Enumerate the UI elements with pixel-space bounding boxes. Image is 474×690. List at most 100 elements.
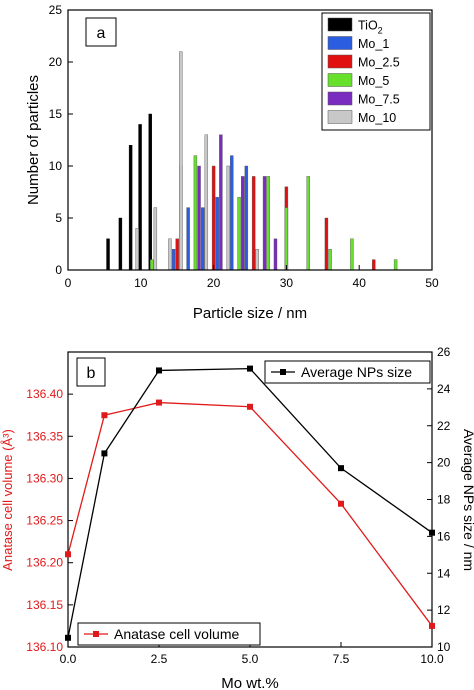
histogram-bar-6-5: [204, 134, 209, 271]
line-series-2-path: [67, 367, 433, 638]
panel-a-label: a: [97, 25, 106, 42]
histogram-y-ticks: 0 5 10 15 20 25: [49, 3, 73, 277]
histogram-bar-2-4: [215, 196, 219, 271]
histogram-legend-swatch-4: [327, 73, 353, 87]
line-right-y-tick-label-8: 26: [437, 345, 451, 359]
line-left-y-axis-label: Anatase cell volume (Å³): [0, 429, 15, 571]
histogram-bar-6-2: [153, 207, 158, 271]
histogram-y-tick-label-3: 15: [49, 107, 63, 121]
histogram-bar-1-1: [106, 238, 110, 271]
histogram-x-tick-label-3: 30: [280, 276, 294, 290]
line-panel-b: 0.0 2.5 5.0 7.5 10.0 136.10 136.15 136.20 136.2…: [0, 345, 474, 690]
line-left-y-tick-label-2: 136.20: [26, 556, 63, 570]
histogram-bar-4-9: [393, 259, 398, 271]
line-left-y-ticks: 136.10 136.15 136.20 136.25 136.30 136.35 136.…: [26, 387, 73, 654]
line-right-y-tick-label-4: 18: [437, 493, 451, 507]
histogram-bar-5-2: [197, 165, 201, 271]
line-right-y-tick-label-5: 20: [437, 456, 451, 470]
line-x-tick-label-2: 5.0: [242, 652, 259, 666]
line-series-2-marker-4: [247, 365, 253, 372]
histogram-legend-swatch-1: [327, 17, 353, 32]
line-series-1-marker-4: [247, 403, 253, 410]
line-x-tick-label-4: 10.0: [420, 652, 444, 666]
histogram-y-tick-label-2: 10: [49, 159, 63, 173]
histogram-bar-5-4: [241, 176, 245, 271]
histogram-bar-6-7: [255, 248, 259, 271]
line-left-y-tick-label-1: 136.15: [26, 598, 63, 612]
histogram-bar-4-1: [150, 259, 154, 271]
histogram-bar-4-2: [193, 155, 198, 271]
histogram-bar-4-6: [306, 176, 310, 271]
histogram-bar-4-7: [328, 248, 332, 271]
histogram-bar-2-3: [200, 207, 205, 271]
histogram-bar-2-6: [244, 165, 249, 271]
histogram-legend-label-3: Mo_2.5: [358, 56, 400, 70]
line-right-y-ticks: 10 12 14 16 18 20 22 24 26: [427, 345, 451, 654]
histogram-bar-1-3: [128, 144, 133, 271]
histogram-plot-frame: [67, 9, 433, 271]
histogram-legend-label-1: TiO2: [358, 19, 383, 36]
histogram-bar-5-6: [273, 238, 278, 271]
line-series-2-marker-3: [156, 367, 162, 374]
histogram-bar-3-1: [175, 238, 179, 271]
histogram-bar-3-3: [251, 176, 256, 271]
histogram-x-axis-label: Particle size / nm: [193, 305, 307, 322]
histogram-bar-4-3: [237, 196, 241, 271]
line-right-y-axis-label: Average NPs size / nm: [461, 429, 474, 571]
histogram-legend-swatch-2: [327, 36, 353, 50]
histogram-bars: [106, 51, 398, 271]
histogram-x-tick-label-4: 40: [353, 276, 367, 290]
line-plot-frame: [67, 351, 433, 648]
histogram-x-tick-label-2: 20: [207, 276, 221, 290]
histogram-legend-label-6: Mo_10: [358, 111, 396, 125]
line-right-y-tick-label-0: 10: [437, 640, 451, 654]
line-left-y-tick-label-0: 136.10: [26, 640, 63, 654]
histogram-bar-6-3: [168, 238, 172, 271]
histogram-x-tick-label-0: 0: [65, 276, 72, 290]
histogram-x-tick-label-1: 10: [134, 276, 148, 290]
histogram-bar-3-5: [324, 217, 329, 271]
histogram-bar-2-5: [230, 155, 234, 271]
line-legend-box-2: [77, 622, 261, 646]
line-series-2-marker-5: [338, 465, 344, 472]
histogram-x-ticks: 0 10 20 30 40 50: [65, 265, 439, 290]
line-x-ticks: 0.0 2.5 5.0 7.5 10.0: [60, 642, 444, 666]
line-x-tick-label-1: 2.5: [151, 652, 168, 666]
histogram-y-axis-label: Number of particles: [25, 75, 42, 205]
histogram-bar-6-6: [226, 165, 230, 271]
histogram-bar-3-2: [211, 165, 216, 271]
line-left-y-tick-label-6: 136.40: [26, 387, 63, 401]
line-series-1-marker-2: [101, 412, 108, 419]
line-legend-marker-2: [93, 631, 99, 637]
line-x-tick-label-0: 0.0: [60, 652, 77, 666]
histogram-legend-label-5: Mo_7.5: [358, 93, 400, 107]
line-series-2-marker-1: [65, 634, 71, 641]
line-series-1-marker-5: [338, 500, 344, 507]
line-series-1-marker-3: [156, 399, 162, 406]
histogram-bar-2-2: [186, 207, 190, 271]
histogram-bar-5-5: [262, 176, 267, 271]
line-left-y-tick-label-3: 136.25: [26, 514, 63, 528]
histogram-bar-2-1: [171, 248, 176, 271]
line-right-y-tick-label-1: 12: [437, 603, 451, 617]
line-legend-box-1: [264, 360, 431, 384]
histogram-bar-6-4: [179, 51, 183, 271]
histogram-legend-label-4: Mo_5: [358, 74, 389, 88]
line-right-y-tick-label-7: 24: [437, 382, 451, 396]
line-legend-label-1: Average NPs size: [301, 364, 412, 380]
histogram-bar-6-1: [135, 228, 139, 271]
histogram-bar-4-5: [284, 207, 289, 271]
line-legends: Average NPs size Anatase cell volume: [77, 360, 431, 646]
histogram-bar-1-2: [118, 217, 123, 271]
line-left-y-tick-label-5: 136.35: [26, 429, 63, 443]
histogram-bar-1-5: [148, 113, 152, 271]
line-series-1-marker-6: [429, 622, 435, 629]
histogram-bar-4-8: [350, 238, 354, 271]
histogram-legend-swatch-3: [327, 54, 353, 69]
line-right-y-tick-label-6: 22: [437, 419, 451, 433]
line-series-2-marker-2: [101, 450, 108, 457]
histogram-y-tick-label-0: 0: [55, 263, 62, 277]
panel-b-label: b: [87, 365, 96, 382]
